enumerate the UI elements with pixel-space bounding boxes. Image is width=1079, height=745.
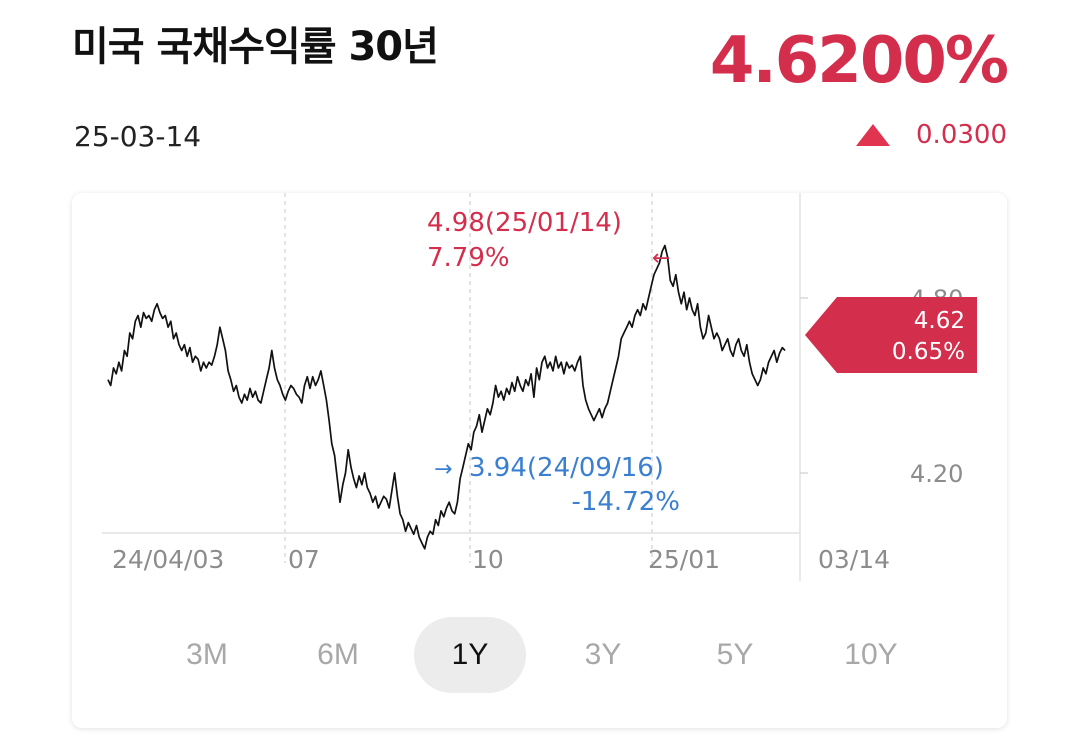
x-tick-label: 03/14 bbox=[818, 545, 890, 574]
max-annotation-pct: 7.79% bbox=[427, 243, 510, 273]
range-button-1y[interactable]: 1Y bbox=[414, 617, 526, 693]
price-change-value: 0.0300 bbox=[916, 120, 1007, 150]
up-triangle-icon bbox=[856, 124, 891, 146]
y-tick-label: 4.20 bbox=[910, 460, 963, 488]
current-price: 4.6200% bbox=[709, 24, 1009, 98]
min-annotation-label: 3.94(24/09/16) bbox=[469, 453, 664, 483]
range-button-5y[interactable]: 5Y bbox=[716, 638, 754, 671]
x-tick-label: 10 bbox=[472, 545, 504, 574]
price-line bbox=[107, 244, 786, 550]
range-selector: 3M 6M 1Y 3Y 5Y 10Y bbox=[72, 613, 1007, 693]
current-value-tag bbox=[805, 297, 977, 373]
range-button-10y[interactable]: 10Y bbox=[844, 638, 898, 671]
price-chart[interactable]: 24/04/03071025/0103/144.804.204.98(25/01… bbox=[72, 193, 1007, 613]
price-change: 0.0300 bbox=[856, 120, 1007, 150]
min-annotation-pct: -14.72% bbox=[571, 487, 680, 517]
min-arrow-icon: → bbox=[434, 457, 452, 482]
x-tick-label: 07 bbox=[288, 545, 320, 574]
max-arrow-icon: ← bbox=[652, 246, 670, 271]
current-value: 4.62 bbox=[914, 308, 965, 334]
range-button-3y[interactable]: 3Y bbox=[584, 638, 622, 671]
x-tick-label: 24/04/03 bbox=[112, 545, 224, 574]
current-pct: 0.65% bbox=[892, 339, 965, 365]
chart-card: 24/04/03071025/0103/144.804.204.98(25/01… bbox=[72, 193, 1007, 728]
max-annotation-label: 4.98(25/01/14) bbox=[427, 208, 622, 238]
quote-date: 25-03-14 bbox=[74, 120, 202, 153]
x-tick-label: 25/01 bbox=[648, 545, 720, 574]
range-button-6m[interactable]: 6M bbox=[317, 638, 359, 671]
range-button-3m[interactable]: 3M bbox=[186, 638, 228, 671]
page-title: 미국 국채수익률 30년 bbox=[72, 24, 439, 70]
